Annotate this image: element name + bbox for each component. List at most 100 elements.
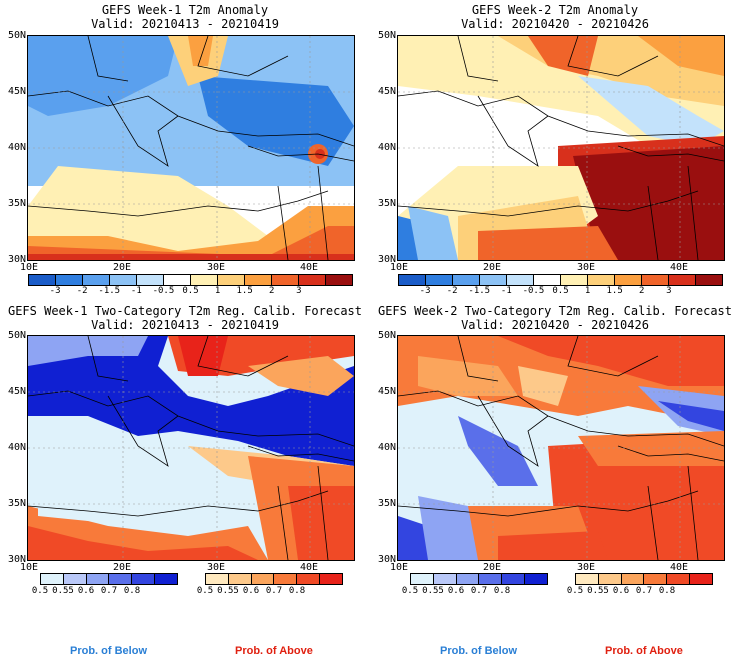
- colorbar-tick-label: 1.5: [606, 286, 623, 296]
- lon-label: 20E: [112, 262, 132, 273]
- colorbar-swatch: [217, 274, 245, 286]
- colorbar-swatch: [227, 573, 252, 585]
- colorbar-tick-label: 0.6: [612, 586, 630, 596]
- colorbar-tick-label: 0.6: [447, 586, 465, 596]
- colorbar-tick-label: 0.55: [217, 586, 239, 596]
- lat-label: 45N: [377, 386, 396, 397]
- colorbar-swatch: [533, 274, 561, 286]
- colorbar-swatch: [695, 274, 723, 286]
- lat-label: 35N: [377, 498, 396, 509]
- colorbar-swatch: [28, 274, 56, 286]
- panel-title: GEFS Week-1 Two-Category T2m Reg. Calib.…: [7, 304, 362, 318]
- lon-label: 40E: [299, 262, 319, 273]
- colorbar-swatch: [109, 274, 137, 286]
- colorbar-tick-label: 3: [296, 286, 302, 296]
- colorbar-tick-label: -2: [76, 286, 88, 296]
- colorbar-swatch: [689, 573, 713, 585]
- colorbar-swatch: [190, 274, 218, 286]
- colorbar-swatch: [244, 274, 272, 286]
- colorbar-tick-label: 0.55: [422, 586, 444, 596]
- panel-title: GEFS Week-2 T2m Anomaly: [471, 3, 639, 17]
- anomaly-colorbar-ticks: -3 -2 -1.5 -1 -0.5 0.5 1 1.5 2 3: [28, 287, 353, 297]
- lat-label: 35N: [377, 198, 396, 209]
- colorbar-tick-label: -1.5: [468, 286, 491, 296]
- colorbar-swatch: [506, 274, 534, 286]
- panel-valid-dates: Valid: 20210413 - 20210419: [91, 17, 279, 31]
- colorbar-swatch: [668, 274, 696, 286]
- colorbar-tick-label: 0.6: [77, 586, 95, 596]
- lon-label: 30E: [206, 262, 226, 273]
- colorbar-swatch: [560, 274, 588, 286]
- prob-above-colorbar: [575, 573, 713, 585]
- colorbar-swatch: [319, 573, 343, 585]
- panel-title: GEFS Week-2 Two-Category T2m Reg. Calib.…: [377, 304, 732, 318]
- lon-label: 40E: [669, 562, 689, 573]
- colorbar-tick-label: 0.7: [265, 586, 283, 596]
- colorbar-swatch: [410, 573, 434, 585]
- panel-week1-probability: GEFS Week-1 Two-Category T2m Reg. Calib.…: [0, 300, 370, 605]
- lat-label: 40N: [7, 442, 26, 453]
- colorbar-swatch: [271, 274, 299, 286]
- lat-label: 50N: [7, 30, 26, 41]
- colorbar-swatch: [325, 274, 353, 286]
- anomaly-colorbar-ticks: -3 -2 -1.5 -1 -0.5 0.5 1 1.5 2 3: [398, 287, 723, 297]
- colorbar-swatch: [55, 274, 83, 286]
- colorbar-tick-label: 0.8: [288, 586, 306, 596]
- lat-label: 45N: [377, 86, 396, 97]
- panel-week1-anomaly: GEFS Week-1 T2m Anomaly Valid: 20210413 …: [0, 0, 370, 300]
- footer-prob-above: Prob. of Above: [235, 645, 313, 657]
- colorbar-swatch: [398, 274, 426, 286]
- colorbar-tick-label: 1: [584, 286, 591, 296]
- lon-label: 20E: [482, 262, 502, 273]
- lon-label: 20E: [482, 562, 502, 573]
- prob-above-ticks: 0.5 0.55 0.6 0.7 0.8: [567, 586, 713, 597]
- panel-title: GEFS Week-1 T2m Anomaly: [101, 3, 269, 17]
- panel-valid-dates: Valid: 20210413 - 20210419: [91, 318, 279, 332]
- prob-below-ticks: 0.5 0.55 0.6 0.7 0.8: [402, 586, 548, 597]
- lat-label: 40N: [377, 142, 396, 153]
- colorbar-tick-label: 2: [269, 286, 275, 296]
- colorbar-swatch: [136, 274, 164, 286]
- lon-label: 30E: [576, 262, 596, 273]
- lon-label: 20E: [112, 562, 132, 573]
- colorbar-tick-label: -0.5: [522, 286, 545, 296]
- colorbar-swatch: [587, 274, 615, 286]
- colorbar-swatch: [501, 573, 526, 585]
- colorbar-swatch: [597, 573, 622, 585]
- colorbar-swatch: [614, 274, 642, 286]
- anomaly-map: [27, 35, 355, 261]
- colorbar-swatch: [85, 573, 110, 585]
- lon-label: 40E: [299, 562, 319, 573]
- colorbar-swatch: [425, 274, 453, 286]
- prob-below-colorbar: [40, 573, 178, 585]
- panel-week2-anomaly: GEFS Week-2 T2m Anomaly Valid: 20210420 …: [370, 0, 740, 300]
- colorbar-tick-label: 0.7: [470, 586, 488, 596]
- colorbar-tick-label: 0.55: [587, 586, 609, 596]
- colorbar-swatch: [108, 573, 133, 585]
- prob-below-ticks: 0.5 0.55 0.6 0.7 0.8: [32, 586, 178, 597]
- colorbar-tick-label: 0.6: [242, 586, 260, 596]
- colorbar-tick-label: 1: [214, 286, 221, 296]
- probability-map: [27, 335, 355, 561]
- lat-label: 50N: [377, 30, 396, 41]
- colorbar-tick-label: 0.5: [552, 286, 569, 296]
- colorbar-tick-label: 0.5: [566, 586, 584, 596]
- colorbar-swatch: [452, 274, 480, 286]
- colorbar-tick-label: 3: [666, 286, 672, 296]
- lat-label: 40N: [377, 442, 396, 453]
- colorbar-tick-label: 0.55: [52, 586, 74, 596]
- colorbar-swatch: [40, 573, 64, 585]
- colorbar-tick-label: 0.5: [31, 586, 49, 596]
- anomaly-colorbar: [398, 274, 723, 286]
- colorbar-tick-label: 0.8: [493, 586, 511, 596]
- colorbar-tick-label: -0.5: [152, 286, 175, 296]
- colorbar-tick-label: -1: [130, 286, 142, 296]
- lat-label: 30N: [7, 254, 26, 265]
- colorbar-swatch: [250, 573, 275, 585]
- prob-below-colorbar: [410, 573, 548, 585]
- colorbar-swatch: [62, 573, 87, 585]
- anomaly-map: [397, 35, 725, 261]
- lat-label: 45N: [7, 386, 26, 397]
- colorbar-tick-label: 1.5: [236, 286, 253, 296]
- colorbar-swatch: [478, 573, 503, 585]
